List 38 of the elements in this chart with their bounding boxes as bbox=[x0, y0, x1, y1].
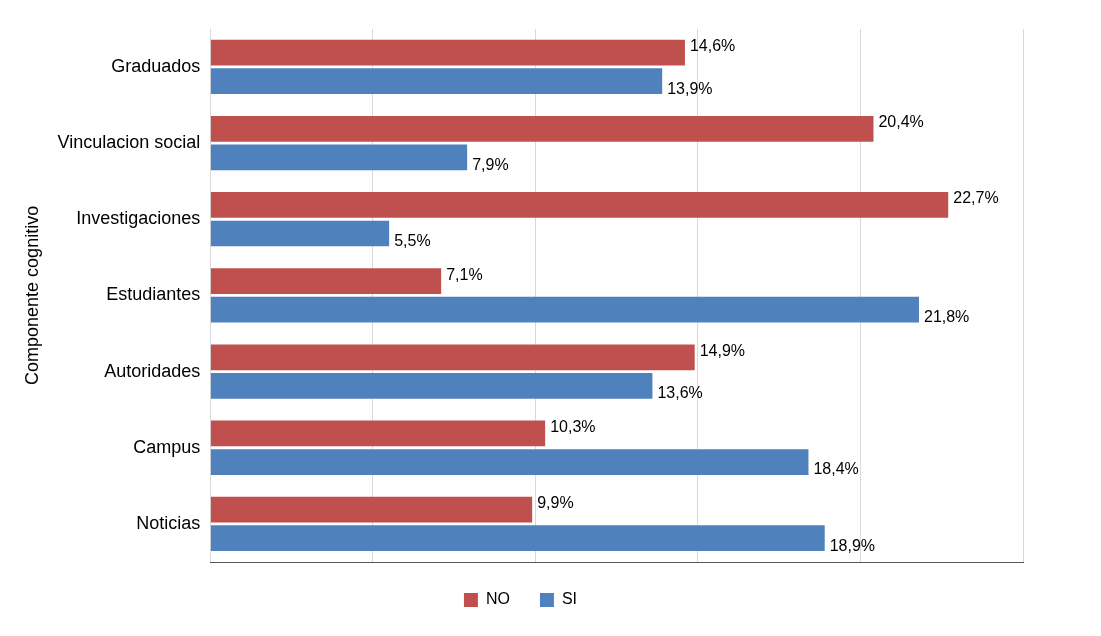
data-label: 5,5% bbox=[394, 231, 431, 249]
bar bbox=[210, 268, 442, 294]
data-label: 20,4% bbox=[878, 113, 924, 131]
data-label: 10,3% bbox=[550, 417, 596, 435]
y-tick-label: Estudiantes bbox=[106, 284, 201, 305]
bar bbox=[210, 220, 390, 247]
bar bbox=[210, 68, 663, 95]
data-label: 14,6% bbox=[689, 37, 736, 55]
bar bbox=[210, 449, 809, 475]
legend-label: NO bbox=[485, 590, 510, 608]
bar bbox=[210, 115, 874, 142]
data-label: 7,1% bbox=[446, 265, 483, 283]
data-label: 13,6% bbox=[657, 384, 703, 402]
bar bbox=[210, 496, 533, 523]
data-label: 9,9% bbox=[537, 494, 574, 512]
data-label: 22,7% bbox=[953, 189, 999, 207]
y-tick-label: Campus bbox=[133, 436, 201, 457]
data-label: 18,9% bbox=[829, 536, 876, 554]
y-axis-title: Componente cognitivo bbox=[21, 205, 42, 385]
y-tick-label: Noticias bbox=[136, 512, 201, 533]
bar bbox=[210, 192, 949, 218]
legend-label: SI bbox=[561, 590, 578, 608]
bar bbox=[210, 296, 919, 323]
bar bbox=[210, 420, 546, 447]
y-tick-label: Investigaciones bbox=[76, 208, 201, 229]
bar bbox=[210, 525, 825, 552]
bar bbox=[210, 144, 468, 171]
data-label: 13,9% bbox=[667, 79, 713, 97]
y-tick-label: Vinculacion social bbox=[57, 132, 201, 153]
bar bbox=[210, 39, 685, 66]
data-label: 21,8% bbox=[923, 308, 970, 326]
data-label: 7,9% bbox=[472, 155, 509, 173]
y-tick-label: Graduados bbox=[111, 55, 201, 76]
bar bbox=[210, 373, 653, 399]
y-tick-label: Autoridades bbox=[104, 360, 201, 381]
data-label: 14,9% bbox=[699, 341, 746, 359]
bar bbox=[210, 344, 695, 371]
data-label: 18,4% bbox=[813, 460, 859, 478]
